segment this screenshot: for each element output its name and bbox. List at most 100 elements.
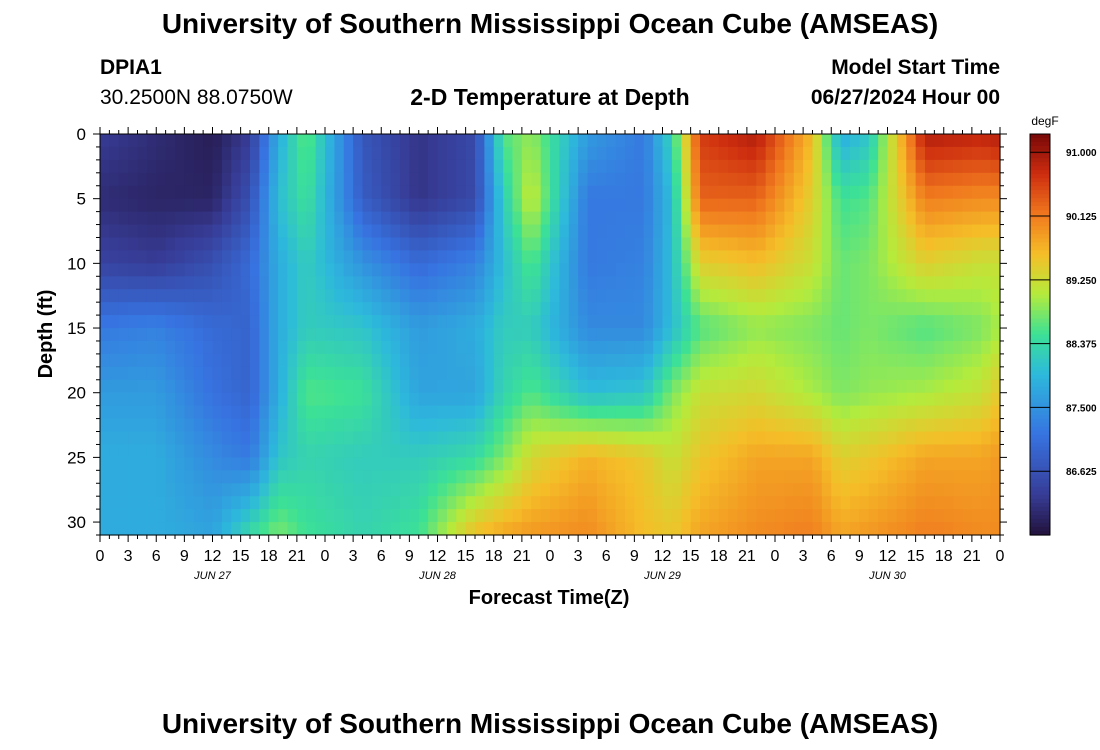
heatmap-cell (362, 302, 373, 316)
heatmap-cell (943, 159, 954, 174)
heatmap-cell (643, 431, 654, 446)
heatmap-cell (915, 237, 926, 252)
heatmap-cell (625, 289, 635, 303)
heatmap-cell (296, 263, 307, 277)
heatmap-cell (203, 146, 214, 161)
heatmap-cell (550, 134, 560, 148)
heatmap-cell (409, 379, 420, 394)
heatmap-cell (362, 276, 373, 290)
heatmap-cell (212, 431, 223, 446)
heatmap-cell (859, 250, 870, 264)
heatmap-cell (475, 457, 485, 471)
heatmap-cell (503, 263, 514, 277)
heatmap-cell (559, 289, 570, 303)
heatmap-cell (165, 185, 176, 200)
heatmap-cell (278, 509, 289, 523)
heatmap-cell (550, 392, 560, 407)
heatmap-cell (165, 315, 176, 329)
heatmap-cell (559, 172, 570, 187)
colorbar-band (1030, 346, 1050, 352)
heatmap-cell (540, 509, 551, 523)
heatmap-cell (934, 470, 945, 484)
heatmap-cell (250, 340, 260, 355)
heatmap-cell (118, 496, 129, 510)
heatmap-cell (503, 353, 514, 368)
colorbar-band (1030, 374, 1050, 380)
heatmap-cell (737, 198, 748, 213)
heatmap-cell (906, 263, 917, 277)
heatmap-cell (156, 250, 167, 264)
heatmap-cell (878, 444, 889, 458)
heatmap-cell (521, 250, 532, 264)
heatmap-cell (259, 172, 270, 187)
heatmap-cell (118, 211, 129, 226)
heatmap-cell (690, 366, 701, 381)
heatmap-cell (821, 302, 832, 316)
heatmap-cell (709, 302, 720, 316)
heatmap-cell (118, 470, 129, 484)
heatmap-cell (334, 483, 345, 497)
heatmap-cell (212, 509, 223, 523)
heatmap-cell (540, 366, 551, 381)
heatmap-cell (278, 470, 289, 484)
heatmap-cell (568, 146, 579, 161)
x-tick-label: 12 (429, 548, 447, 565)
heatmap-cell (128, 224, 139, 239)
heatmap-cell (259, 470, 270, 484)
heatmap-cell (896, 302, 907, 316)
heatmap-cell (212, 353, 223, 368)
heatmap-cell (615, 134, 626, 148)
heatmap-cell (971, 315, 982, 329)
heatmap-cell (325, 483, 335, 497)
heatmap-cell (334, 159, 345, 174)
heatmap-cell (137, 379, 148, 394)
heatmap-cell (596, 522, 607, 536)
heatmap-cell (400, 444, 410, 458)
heatmap-cell (906, 496, 917, 510)
heatmap-cell (212, 496, 223, 510)
heatmap-cell (306, 250, 317, 264)
heatmap-cell (962, 418, 973, 433)
heatmap-cell (165, 263, 176, 277)
heatmap-cell (821, 250, 832, 264)
heatmap-cell (165, 328, 176, 342)
heatmap-cell (934, 224, 945, 239)
heatmap-cell (343, 134, 354, 148)
heatmap-cell (268, 340, 279, 355)
heatmap-cell (493, 340, 504, 355)
heatmap-cell (793, 172, 804, 187)
heatmap-cell (156, 185, 167, 200)
heatmap-cell (850, 263, 860, 277)
heatmap-cell (287, 522, 298, 536)
heatmap-cell (184, 418, 195, 433)
heatmap-cell (268, 392, 279, 407)
heatmap-cell (540, 134, 551, 148)
heatmap-cell (925, 302, 935, 316)
heatmap-cell (784, 340, 795, 355)
heatmap-cell (240, 457, 251, 471)
heatmap-cell (128, 198, 139, 213)
heatmap-cell (578, 328, 589, 342)
heatmap-cell (259, 457, 270, 471)
heatmap-cell (287, 444, 298, 458)
heatmap-cell (850, 276, 860, 290)
heatmap-cell (690, 418, 701, 433)
heatmap-cell (690, 340, 701, 355)
heatmap-cell (831, 289, 842, 303)
heatmap-cell (765, 457, 776, 471)
heatmap-cell (446, 340, 457, 355)
heatmap-cell (446, 457, 457, 471)
heatmap-cell (475, 444, 485, 458)
heatmap-cell (840, 405, 851, 420)
heatmap-cell (915, 522, 926, 536)
heatmap-cell (596, 315, 607, 329)
heatmap-cell (709, 134, 720, 148)
heatmap-cell (165, 237, 176, 252)
heatmap-cell (221, 379, 232, 394)
heatmap-cell (718, 328, 729, 342)
heatmap-cell (568, 289, 579, 303)
heatmap-cell (109, 250, 120, 264)
heatmap-cell (100, 263, 110, 277)
heatmap-cell (728, 483, 739, 497)
heatmap-cell (465, 134, 476, 148)
